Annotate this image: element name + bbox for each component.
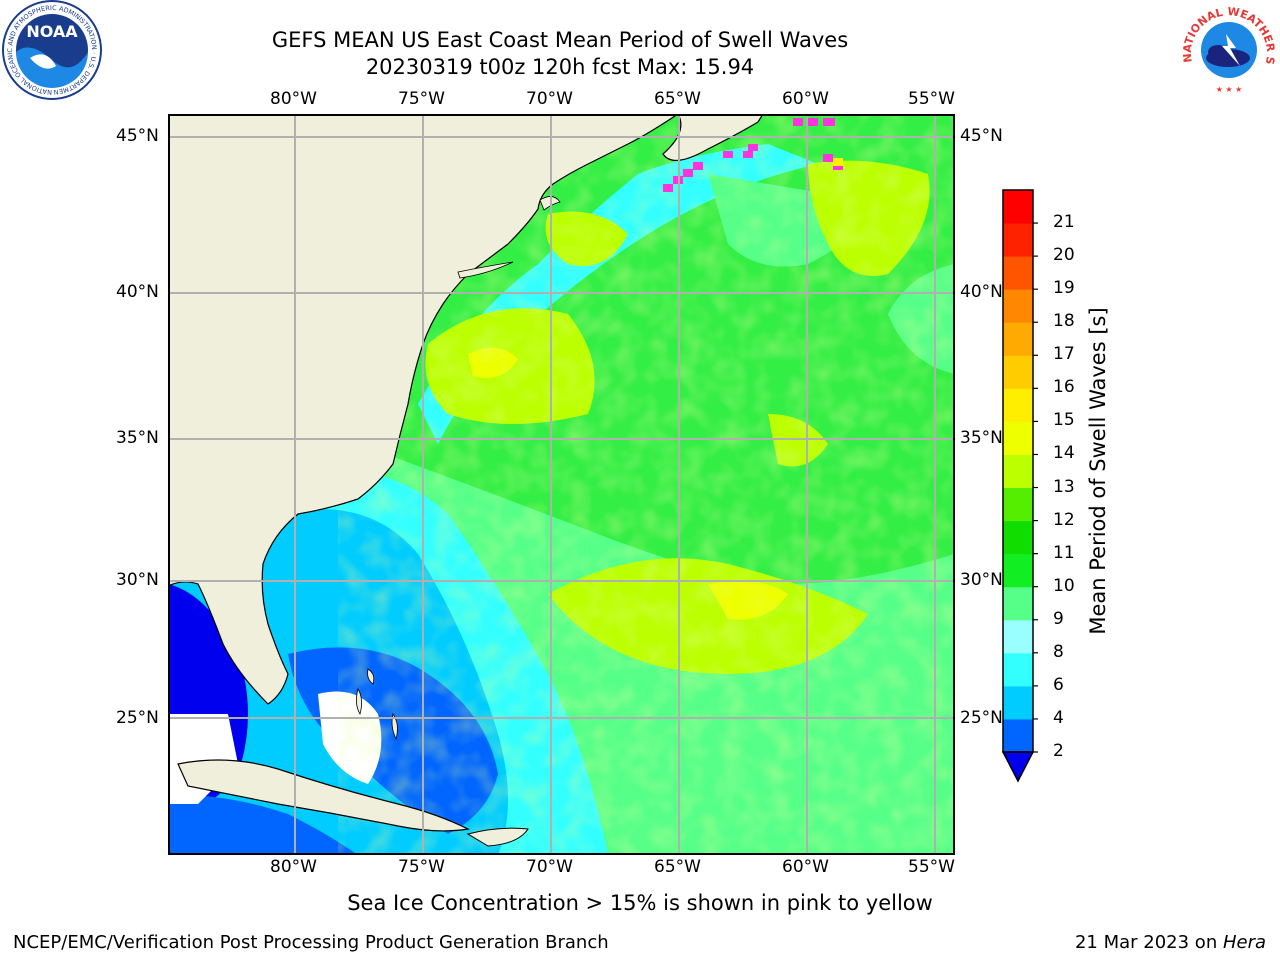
date-text: 21 Mar 2023 on — [1074, 932, 1223, 953]
colorbar-tick-label: 12 — [1053, 509, 1075, 530]
lat-label-left-45n: 45°N — [116, 126, 159, 146]
lon-label-top-60w: 60°W — [782, 89, 829, 109]
machine-name: Hera — [1222, 932, 1266, 953]
colorbar-tick-label: 6 — [1053, 674, 1064, 695]
lat-label-left-30n: 30°N — [116, 570, 159, 590]
colorbar-band — [1003, 652, 1033, 687]
lon-label-bottom-75w: 75°W — [398, 857, 445, 877]
colorbar-tick-label: 8 — [1053, 641, 1064, 662]
lat-label-left-25n: 25°N — [116, 708, 159, 728]
colorbar-tick-label: 2 — [1053, 741, 1064, 761]
colorbar-tick-label: 21 — [1053, 212, 1075, 233]
colorbar-tick-label: 20 — [1053, 245, 1075, 266]
lon-label-bottom-55w: 55°W — [908, 857, 955, 877]
colorbar-band — [1003, 553, 1033, 588]
colorbar-band — [1003, 487, 1033, 522]
lat-label-right-45n: 45°N — [960, 126, 1003, 146]
colorbar-band — [1003, 322, 1033, 356]
colorbar-tick-label: 4 — [1053, 707, 1064, 728]
lon-label-top-80w: 80°W — [270, 89, 317, 109]
colorbar-tick-label: 18 — [1053, 311, 1075, 332]
lat-label-right-25n: 25°N — [960, 708, 1003, 728]
chart-title: GEFS MEAN US East Coast Mean Period of S… — [271, 28, 849, 52]
svg-text:★ ★ ★: ★ ★ ★ — [1216, 85, 1243, 94]
colorbar-tick-label: 9 — [1053, 608, 1064, 629]
lon-label-bottom-60w: 60°W — [782, 857, 829, 877]
lon-label-bottom-65w: 65°W — [654, 857, 701, 877]
lat-label-right-40n: 40°N — [960, 282, 1003, 302]
colorbar-band — [1003, 388, 1033, 422]
lat-label-left-40n: 40°N — [116, 282, 159, 302]
colorbar-band — [1003, 454, 1033, 489]
colorbar-band — [1003, 586, 1033, 621]
colorbar-tick-label: 10 — [1053, 575, 1075, 596]
credit-text: NCEP/EMC/Verification Post Processing Pr… — [13, 932, 609, 953]
nws-logo: NATIONAL WEATHER SERVICE ★ ★ ★ — [1178, 0, 1277, 98]
colorbar-tick-label: 17 — [1053, 344, 1075, 365]
colorbar-band — [1003, 685, 1033, 720]
colorbar-tick-label: 19 — [1053, 278, 1075, 299]
colorbar-band — [1003, 355, 1033, 389]
lon-label-bottom-80w: 80°W — [270, 857, 317, 877]
lon-label-bottom-70w: 70°W — [526, 857, 573, 877]
colorbar-band — [1003, 190, 1033, 224]
colorbar-tick-label: 13 — [1053, 476, 1075, 497]
colorbar-band — [1003, 520, 1033, 555]
colorbar-tick-label: 16 — [1053, 377, 1075, 398]
lat-label-left-35n: 35°N — [116, 428, 159, 448]
noaa-logo: NATIONAL OCEANIC AND ATMOSPHERIC ADMINIS… — [0, 0, 102, 100]
lon-label-top-75w: 75°W — [398, 89, 445, 109]
colorbar-band — [1003, 718, 1033, 753]
chart-subtitle: 20230319 t00z 120h fcst Max: 15.94 — [365, 55, 755, 79]
lat-label-right-30n: 30°N — [960, 570, 1003, 590]
map-canvas — [168, 114, 955, 855]
colorbar-band — [1003, 289, 1033, 323]
lon-label-top-65w: 65°W — [654, 89, 701, 109]
colorbar-tick-label: 14 — [1053, 443, 1075, 464]
colorbar-label: Mean Period of Swell Waves [s] — [1086, 307, 1110, 635]
colorbar-band — [1003, 421, 1033, 455]
colorbar — [1001, 189, 1038, 783]
lon-label-top-70w: 70°W — [526, 89, 573, 109]
colorbar-band — [1003, 256, 1033, 290]
colorbar-under-arrow — [1001, 751, 1035, 783]
noaa-logo-text: NOAA — [26, 22, 78, 41]
lon-label-top-55w: 55°W — [908, 89, 955, 109]
sea-ice-note: Sea Ice Concentration > 15% is shown in … — [347, 891, 933, 915]
colorbar-tick-label: 15 — [1053, 410, 1075, 431]
colorbar-band — [1003, 619, 1033, 654]
colorbar-tick-label: 11 — [1053, 542, 1075, 563]
lat-label-right-35n: 35°N — [960, 428, 1003, 448]
colorbar-band — [1003, 223, 1033, 257]
date-stamp: 21 Mar 2023 on Hera — [1075, 932, 1266, 953]
